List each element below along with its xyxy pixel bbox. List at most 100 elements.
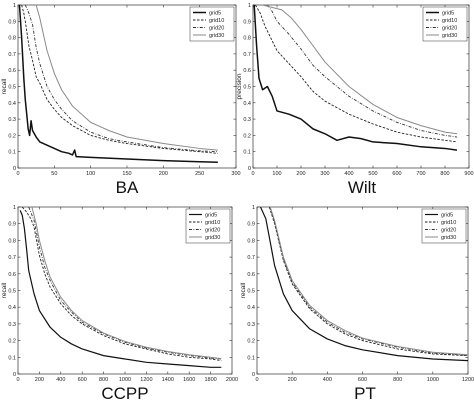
y-tick-label: 0.4 [8, 101, 16, 107]
x-tick-label: 0 [251, 171, 254, 177]
y-tick-label: 0.1 [8, 355, 16, 361]
x-tick-label: 2000 [226, 377, 238, 383]
series-group [253, 5, 458, 151]
y-tick-label: 0.4 [8, 305, 16, 311]
x-tick-label: 100 [86, 171, 95, 177]
x-tick-label: 300 [320, 171, 329, 177]
y-tick-label: 0.9 [8, 19, 16, 25]
legend-label-grid10: grid10 [441, 220, 456, 226]
series-line-grid5 [259, 207, 468, 362]
x-tick-label: 200 [159, 171, 168, 177]
y-axis-label: recall [240, 282, 247, 298]
x-tick-label: 200 [35, 377, 44, 383]
x-tick-label: 400 [56, 377, 65, 383]
panel-title: PT [354, 384, 376, 401]
legend-label-grid20: grid20 [442, 26, 457, 32]
y-tick-label: 0.7 [247, 255, 255, 261]
y-tick-label: 0 [252, 372, 255, 378]
x-tick-label: 100 [272, 171, 281, 177]
x-tick-label: 500 [368, 171, 377, 177]
y-tick-label: 0 [13, 372, 16, 378]
y-tick-label: 0.8 [243, 36, 251, 42]
x-tick-label: 900 [464, 171, 473, 177]
x-tick-label: 0 [16, 171, 19, 177]
chart-panel-1: 0 50 100 150 200 250 300 0 0.1 0.2 0.3 0.4 0.5 0.6 0.7… [1, 3, 241, 197]
y-tick-label: 0.9 [8, 222, 16, 228]
series-group [259, 207, 468, 362]
x-tick-label: 50 [51, 171, 57, 177]
series-line-grid10 [21, 5, 218, 154]
y-tick-label: 0.5 [8, 85, 16, 91]
y-tick-label: 1 [13, 205, 16, 211]
panel-title: BA [116, 178, 139, 197]
series-line-grid30 [35, 5, 218, 151]
x-tick-label: 0 [255, 377, 258, 383]
y-axis-label: recall [1, 78, 8, 94]
y-tick-label: 0.1 [8, 150, 16, 156]
y-tick-label: 0.3 [243, 117, 251, 123]
legend-label-grid20: grid20 [209, 26, 224, 32]
y-tick-label: 0 [248, 166, 251, 172]
y-tick-label: 0.8 [247, 238, 255, 244]
series-line-grid30 [31, 207, 222, 360]
series-group [19, 207, 222, 368]
series-line-grid10 [268, 207, 468, 357]
x-tick-label: 1000 [427, 377, 439, 383]
legend-label-grid20: grid20 [441, 228, 456, 234]
series-group [18, 5, 218, 164]
y-axis-label: precision [236, 73, 243, 99]
legend-label-grid10: grid10 [209, 18, 224, 24]
x-tick-label: 400 [323, 377, 332, 383]
y-tick-label: 0 [13, 166, 16, 172]
x-tick-label: 250 [195, 171, 204, 177]
series-line-grid5 [19, 210, 222, 368]
x-tick-label: 1400 [162, 377, 174, 383]
legend-label-grid5: grid5 [441, 213, 453, 219]
x-tick-label: 200 [288, 377, 297, 383]
legend-label-grid10: grid10 [205, 220, 220, 226]
x-tick-label: 1600 [183, 377, 195, 383]
y-tick-label: 0.5 [8, 289, 16, 295]
legend-label-grid30: grid30 [205, 235, 220, 241]
x-tick-label: 1200 [140, 377, 152, 383]
y-tick-label: 1 [248, 3, 251, 9]
series-line-grid10 [255, 5, 458, 143]
y-tick-label: 0.3 [247, 322, 255, 328]
chart-panel-3: 0 200 400 600 800 1000 1200 1400 1600 1800 2000 0 0.… [1, 205, 238, 401]
y-tick-label: 0.9 [247, 222, 255, 228]
x-tick-label: 800 [99, 377, 108, 383]
y-tick-label: 0.2 [243, 133, 251, 139]
x-tick-label: 150 [122, 171, 131, 177]
x-tick-label: 600 [358, 377, 367, 383]
x-tick-label: 200 [296, 171, 305, 177]
series-line-grid30 [262, 5, 458, 135]
y-tick-label: 1 [13, 3, 16, 9]
y-tick-label: 0.2 [8, 339, 16, 345]
legend-label-grid30: grid30 [209, 33, 224, 39]
x-tick-label: 800 [393, 377, 402, 383]
y-tick-label: 0.5 [247, 289, 255, 295]
x-tick-label: 600 [78, 377, 87, 383]
y-tick-label: 0.7 [8, 255, 16, 261]
y-tick-label: 0.6 [8, 272, 16, 278]
y-tick-label: 0.1 [247, 355, 255, 361]
x-tick-label: 1200 [462, 377, 474, 383]
y-tick-label: 0.4 [243, 101, 251, 107]
y-tick-label: 0.7 [8, 52, 16, 58]
legend-label-grid5: grid5 [442, 11, 454, 17]
x-tick-label: 1000 [119, 377, 131, 383]
y-tick-label: 0.7 [243, 52, 251, 58]
x-tick-label: 800 [440, 171, 449, 177]
series-line-grid20 [28, 207, 222, 360]
series-line-grid5 [18, 5, 218, 164]
y-tick-label: 0.3 [8, 117, 16, 123]
y-tick-label: 0.6 [243, 68, 251, 74]
legend-label-grid5: grid5 [205, 213, 217, 219]
legend-label-grid5: grid5 [209, 11, 221, 17]
y-tick-label: 0.4 [247, 305, 255, 311]
y-tick-label: 0.6 [8, 68, 16, 74]
series-line-grid20 [24, 5, 218, 153]
